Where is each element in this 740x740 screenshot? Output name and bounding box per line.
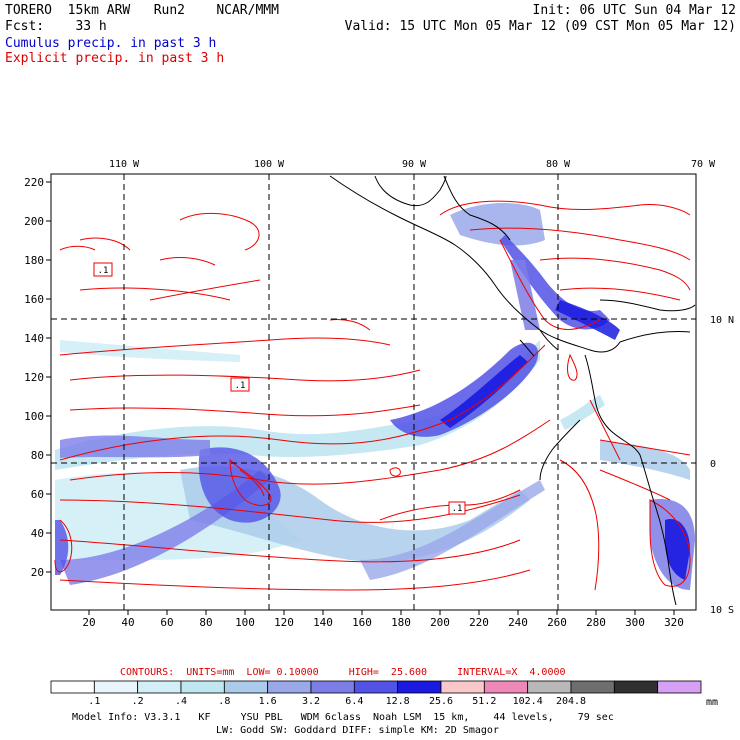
contour-label: .1 <box>235 381 246 391</box>
colorbar-unit: mm <box>706 697 719 708</box>
lon-label-80w: 80 W <box>546 159 571 170</box>
colorbar-swatch <box>570 680 615 694</box>
colorbar-swatch <box>613 680 659 694</box>
lon-label-100w: 100 W <box>254 159 285 170</box>
x-tick-label: 280 <box>586 616 606 629</box>
y-tick-label: 140 <box>24 332 44 345</box>
plot-border <box>50 173 697 611</box>
lon-label-110w: 110 W <box>109 159 140 170</box>
x-tick-label: 320 <box>664 616 684 629</box>
y-tick-label: 120 <box>24 371 44 384</box>
x-tick-label: 180 <box>391 616 411 629</box>
colorbar-swatch <box>180 680 225 694</box>
header-line1-left: TORERO 15km ARW Run2 NCAR/MMM <box>5 3 279 18</box>
x-tick-label: 100 <box>235 616 255 629</box>
colorbar-label: 1.6 <box>259 696 277 707</box>
colorbar-label: 6.4 <box>345 696 363 707</box>
x-tick-label: 120 <box>274 616 294 629</box>
colorbar-label: .4 <box>175 696 187 707</box>
y-tick-label: 220 <box>24 176 44 189</box>
x-tick-label: 220 <box>469 616 489 629</box>
colorbar-swatch <box>137 680 182 694</box>
colorbar-swatch <box>440 680 485 694</box>
y-tick-label: 20 <box>31 566 44 579</box>
x-tick-label: 300 <box>625 616 645 629</box>
x-tick-label: 140 <box>313 616 333 629</box>
graticule <box>51 174 696 610</box>
cumulus-title: Cumulus precip. in past 3 h <box>5 36 217 51</box>
colorbar-label: 204.8 <box>556 696 586 707</box>
tick-marks <box>46 181 675 615</box>
colorbar: .1 .2 .4 .8 1.6 3.2 6.4 12.8 25.6 51.2 102.4 204.8 <box>50 680 702 707</box>
lat-label-0: 0 <box>710 459 716 470</box>
explicit-title: Explicit precip. in past 3 h <box>5 51 225 66</box>
y-tick-label: 160 <box>24 293 44 306</box>
colorbar-swatch <box>223 680 269 694</box>
cumulus-shading <box>55 203 695 590</box>
lat-label-10s: 10 S <box>710 605 734 616</box>
x-tick-label: 20 <box>82 616 95 629</box>
header-line2-right: Valid: 15 UTC Mon 05 Mar 12 (09 CST Mon … <box>344 19 736 34</box>
colorbar-swatch <box>353 680 399 694</box>
coastlines <box>329 175 696 606</box>
x-tick-label: 200 <box>430 616 450 629</box>
y-tick-label: 180 <box>24 254 44 267</box>
header-line1-right: Init: 06 UTC Sun 04 Mar 12 <box>532 3 737 18</box>
model-info-1: Model Info: V3.3.1 KF YSU PBL WDM 6class… <box>72 712 614 723</box>
contours-line: CONTOURS: UNITS=mm LOW= 0.10000 HIGH= 25… <box>120 667 566 678</box>
explicit-contours <box>54 200 691 591</box>
colorbar-label: 3.2 <box>302 696 320 707</box>
y-tick-label: 100 <box>24 410 44 423</box>
colorbar-label: 12.8 <box>386 696 410 707</box>
colorbar-swatch <box>310 680 355 694</box>
x-tick-label: 80 <box>199 616 212 629</box>
colorbar-swatch <box>397 680 442 694</box>
lat-label-10n: 10 N <box>710 315 734 326</box>
colorbar-swatch <box>267 680 312 694</box>
colorbar-label: .8 <box>218 696 230 707</box>
colorbar-label: .1 <box>88 696 100 707</box>
x-tick-label: 60 <box>160 616 173 629</box>
colorbar-label: 102.4 <box>513 696 543 707</box>
contour-label-group: .1 .1 .1 <box>93 262 466 515</box>
colorbar-label: 51.2 <box>472 696 496 707</box>
colorbar-swatch <box>657 680 702 694</box>
lon-label-90w: 90 W <box>402 159 427 170</box>
colorbar-swatch <box>93 680 139 694</box>
colorbar-label: .2 <box>132 696 144 707</box>
colorbar-swatch <box>50 680 95 694</box>
y-tick-label: 60 <box>31 488 44 501</box>
y-tick-label: 200 <box>24 215 44 228</box>
colorbar-label: 25.6 <box>429 696 453 707</box>
y-tick-label: 40 <box>31 527 44 540</box>
x-tick-label: 240 <box>508 616 528 629</box>
contour-label: .1 <box>98 266 109 276</box>
x-tick-label: 40 <box>121 616 134 629</box>
header-line2-left: Fcst: 33 h <box>5 19 107 34</box>
model-info-2: LW: Godd SW: Goddard DIFF: simple KM: 2D… <box>216 725 499 736</box>
x-tick-label: 260 <box>547 616 567 629</box>
lon-label-70w: 70 W <box>691 159 716 170</box>
colorbar-swatch <box>527 680 572 694</box>
contour-label: .1 <box>452 504 463 514</box>
x-tick-label: 160 <box>352 616 372 629</box>
colorbar-swatch <box>483 680 529 694</box>
y-tick-label: 80 <box>31 449 44 462</box>
